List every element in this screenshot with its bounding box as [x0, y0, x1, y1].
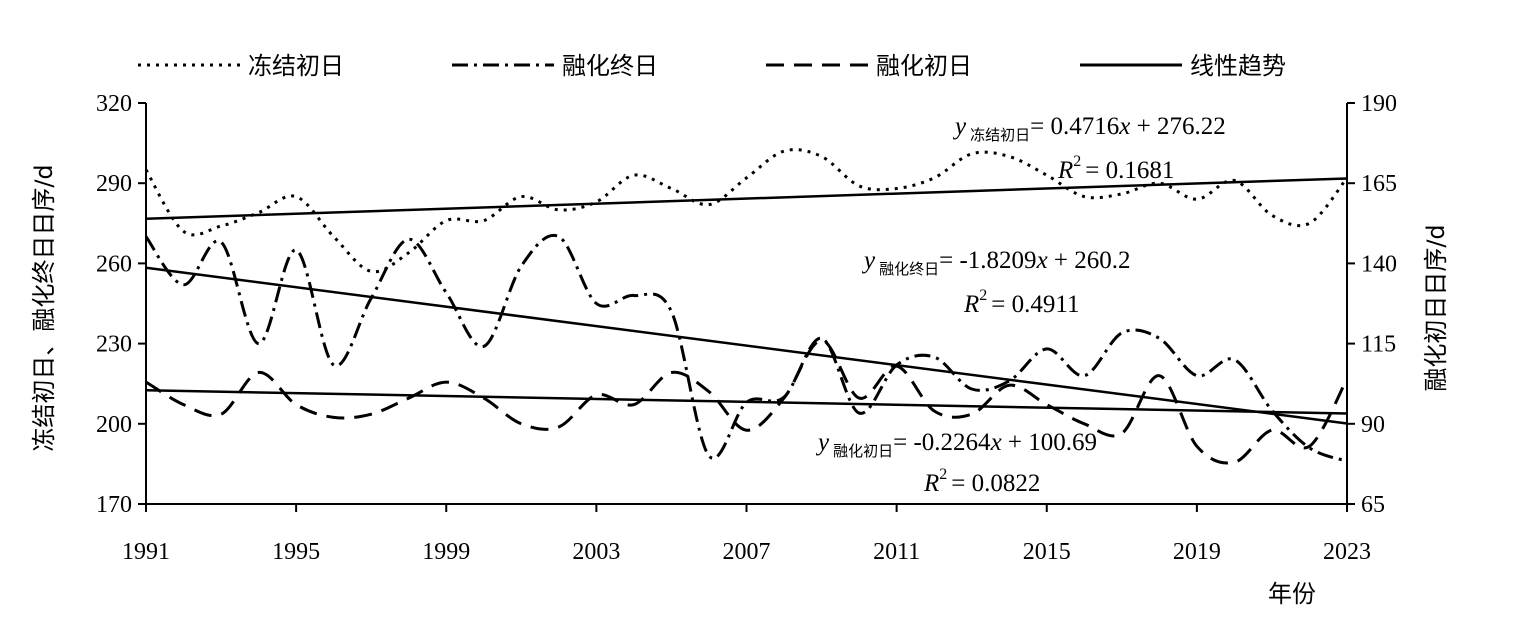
x-tick-label: 2023	[1323, 539, 1371, 565]
melt-end-equation: y 融化终日= -1.8209x + 260.2	[861, 247, 1131, 278]
x-tick-label: 2015	[1023, 539, 1071, 565]
y-left-tick-label: 170	[96, 492, 132, 518]
melt-end-eq-rest: = -1.8209	[939, 247, 1036, 274]
melt-end-eq-tail: + 260.2	[1048, 247, 1131, 274]
y-left-tick-label: 200	[96, 412, 132, 438]
series-melt-end-line	[144, 233, 1348, 463]
freeze-r2-value: = 0.1681	[1085, 157, 1174, 184]
melt-end-eq-sub: 融化终日	[879, 260, 939, 278]
y-left-tick-label: 290	[96, 171, 132, 197]
freeze-equation: y 冻结初日= 0.4716x + 276.22	[952, 113, 1226, 144]
x-tick-label: 1991	[122, 539, 170, 565]
freeze-eq-y: y	[952, 113, 967, 140]
legend-label-trend: 线性趋势	[1190, 52, 1286, 80]
melt-end-eq-x: x	[1036, 247, 1048, 274]
freeze-eq-tail: + 276.22	[1130, 113, 1225, 140]
x-tick-label: 2003	[572, 539, 620, 565]
melt-start-eq-y: y	[815, 429, 830, 456]
melt-end-eq-y: y	[861, 247, 876, 274]
x-tick-label: 1995	[272, 539, 320, 565]
trendline-melt-end	[145, 266, 1348, 425]
ticks-layer: 170 200 230 260 290 320 65 90 115 140 165 190 1991 19…	[96, 91, 1397, 565]
freeze-r2: R2 = 0.1681	[1057, 153, 1174, 184]
freeze-eq-rest: = 0.4716	[1030, 113, 1119, 140]
trend-layer	[145, 177, 1348, 425]
freeze-eq-x: x	[1118, 113, 1130, 140]
freeze-regression-annotation: y 冻结初日= 0.4716x + 276.22 R2 = 0.1681	[952, 113, 1226, 184]
x-tick-label: 1999	[422, 539, 470, 565]
melt-end-regression-annotation: y 融化终日= -1.8209x + 260.2 R2 = 0.4911	[861, 247, 1131, 318]
melt-end-r2-value: = 0.4911	[991, 291, 1079, 318]
y-right-tick-label: 140	[1361, 251, 1397, 277]
melt-start-eq-x: x	[990, 429, 1002, 456]
series-freeze-start-line	[144, 148, 1349, 274]
y-left-tick-label: 260	[96, 251, 132, 277]
melt-end-r2: R2 = 0.4911	[963, 287, 1079, 318]
y-left-tick-label: 320	[96, 91, 132, 117]
y-left-axis-title: 冻结初日、融化终日日序/d	[30, 164, 58, 451]
melt-end-r2-exp: 2	[979, 287, 987, 304]
freeze-r2-exp: 2	[1073, 153, 1081, 170]
y-right-tick-label: 165	[1361, 171, 1397, 197]
x-axis-title: 年份	[1268, 580, 1316, 608]
trendline-freeze-start	[145, 177, 1348, 221]
melt-start-r2-exp: 2	[939, 466, 947, 483]
x-tick-label: 2011	[873, 539, 920, 565]
melt-start-regression-annotation: y 融化初日= -0.2264x + 100.69 R2 = 0.0822	[815, 429, 1097, 497]
melt-start-eq-rest: = -0.2264	[893, 429, 991, 456]
legend: 冻结初日 融化终日 融化初日 线性趋势	[138, 52, 1286, 80]
melt-start-r2: R2 = 0.0822	[923, 466, 1040, 497]
trendline-melt-start	[145, 388, 1348, 415]
melt-start-equation: y 融化初日= -0.2264x + 100.69	[815, 429, 1097, 460]
y-right-tick-label: 90	[1361, 412, 1385, 438]
series-melt-start-line	[145, 338, 1349, 465]
freeze-eq-sub: 冻结初日	[970, 126, 1030, 144]
melt-end-r2-symbol: R	[963, 291, 979, 318]
legend-label-freeze: 冻结初日	[248, 52, 344, 80]
melt-start-r2-symbol: R	[923, 470, 939, 497]
y-right-tick-label: 190	[1361, 91, 1397, 117]
y-right-axis-title: 融化初日日序/d	[1422, 224, 1450, 391]
x-tick-label: 2007	[723, 539, 771, 565]
legend-label-melt-start: 融化初日	[876, 52, 972, 80]
series-layer	[144, 148, 1349, 465]
melt-start-r2-value: = 0.0822	[951, 470, 1040, 497]
legend-label-melt-end: 融化终日	[562, 52, 658, 80]
y-left-tick-label: 230	[96, 332, 132, 358]
y-right-tick-label: 115	[1361, 332, 1396, 358]
freeze-r2-symbol: R	[1057, 157, 1073, 184]
melt-start-eq-sub: 融化初日	[833, 442, 893, 460]
y-right-tick-label: 65	[1361, 492, 1385, 518]
melt-start-eq-tail: + 100.69	[1002, 429, 1097, 456]
x-tick-label: 2019	[1173, 539, 1221, 565]
